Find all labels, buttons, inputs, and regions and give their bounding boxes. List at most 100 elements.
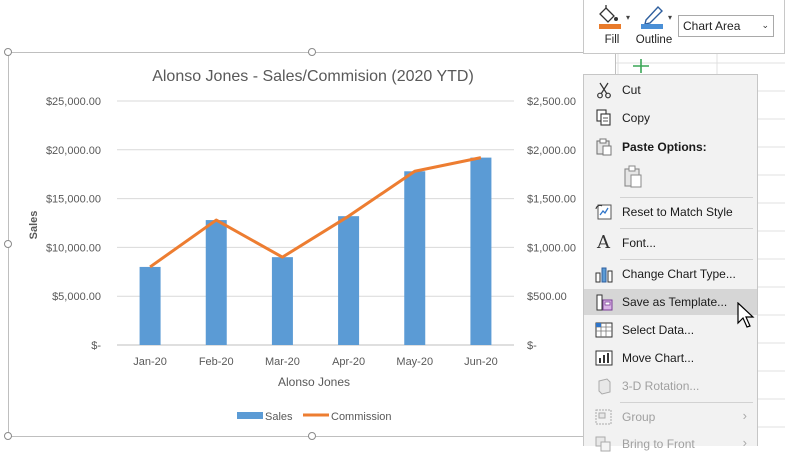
outline-label: Outline xyxy=(635,34,673,46)
menu-item-label: Cut xyxy=(622,83,641,97)
menu-item-label: Paste Options: xyxy=(622,140,707,154)
chevron-down-icon: ⌄ xyxy=(761,20,769,30)
paste-icon xyxy=(596,138,612,156)
x-tick-label: Mar-20 xyxy=(265,356,300,368)
select-data-icon xyxy=(595,322,613,338)
menu-item-label: Change Chart Type... xyxy=(622,267,736,281)
submenu-arrow-icon: › xyxy=(742,435,747,450)
sales-bar[interactable] xyxy=(205,220,227,345)
chart-type-icon xyxy=(595,267,613,283)
menu-item-copy[interactable]: Copy xyxy=(584,105,757,131)
combo-chart[interactable]: Alonso Jones - Sales/Commision (2020 YTD… xyxy=(9,53,617,438)
y2-tick-label: $1,000.00 xyxy=(527,242,576,254)
menu-item-3d-rotation: 3-D Rotation... xyxy=(584,373,757,399)
menu-item-reset-style[interactable]: Reset to Match Style xyxy=(584,199,757,225)
sales-bar[interactable] xyxy=(338,216,360,345)
commission-line[interactable] xyxy=(149,156,482,269)
fill-label: Fill xyxy=(604,34,620,46)
pen-outline-icon xyxy=(641,5,663,29)
menu-item-label: Font... xyxy=(622,236,657,250)
menu-separator xyxy=(620,228,753,229)
outline-button[interactable]: ▾ Outline xyxy=(632,2,676,50)
fill-button[interactable]: ▾ Fill xyxy=(590,2,634,50)
copy-icon xyxy=(596,109,611,126)
y2-tick-label: $1,500.00 xyxy=(527,194,576,206)
format-mini-toolbar: ▾ Fill ▾ Outline Chart Area ⌄ xyxy=(583,0,785,54)
mouse-pointer-icon xyxy=(737,302,755,328)
group-icon xyxy=(595,409,612,425)
y2-tick-label: $2,000.00 xyxy=(527,145,576,157)
bring-front-icon xyxy=(595,436,611,452)
resize-handle-bottom-left[interactable] xyxy=(4,432,12,440)
chart-area[interactable]: Alonso Jones - Sales/Commision (2020 YTD… xyxy=(8,52,616,437)
gridlines xyxy=(117,100,514,346)
save-template-icon xyxy=(596,294,613,311)
chart-element-dropdown[interactable]: Chart Area ⌄ xyxy=(678,15,774,37)
move-chart-icon xyxy=(595,350,613,366)
submenu-arrow-icon: › xyxy=(742,408,747,423)
sales-bar[interactable] xyxy=(404,171,426,345)
primary-axis-labels: $- $5,000.00 $10,000.00 $15,000.00 $20,000.0… xyxy=(46,96,101,352)
menu-item-label: Reset to Match Style xyxy=(622,205,733,219)
x-tick-label: Feb-20 xyxy=(199,356,234,368)
resize-handle-bottom[interactable] xyxy=(308,432,316,440)
menu-item-label: Move Chart... xyxy=(622,351,695,365)
sales-bar[interactable] xyxy=(271,257,293,345)
menu-item-label: Copy xyxy=(622,111,651,125)
menu-item-group: Group › xyxy=(584,404,757,430)
y-axis-title[interactable]: Sales xyxy=(28,211,40,240)
x-tick-label: Apr-20 xyxy=(332,356,365,368)
paint-bucket-icon xyxy=(599,5,621,29)
category-axis-labels: Jan-20 Feb-20 Mar-20 Apr-20 May-20 Jun-20 xyxy=(133,356,497,368)
menu-item-label: Bring to Front xyxy=(622,437,695,451)
sales-bar[interactable] xyxy=(470,157,492,345)
resize-handle-left[interactable] xyxy=(4,240,12,248)
reset-style-icon xyxy=(595,204,612,220)
resize-handle-top-left[interactable] xyxy=(4,48,12,56)
x-tick-label: Jan-20 xyxy=(133,356,167,368)
context-menu: Cut Copy Paste Options: Reset to Match S… xyxy=(583,74,758,452)
menu-item-label: Save as Template... xyxy=(622,295,728,309)
legend-commission-label: Commission xyxy=(331,411,392,423)
x-tick-label: May-20 xyxy=(396,356,433,368)
chart-legend[interactable]: Sales Commission xyxy=(237,411,392,423)
resize-handle-top[interactable] xyxy=(308,48,316,56)
menu-item-paste-options: Paste Options: xyxy=(584,134,757,160)
y-tick-label: $25,000.00 xyxy=(46,96,101,108)
y2-tick-label: $- xyxy=(527,340,537,352)
scissors-icon xyxy=(597,82,611,99)
menu-item-font[interactable]: A Font... xyxy=(584,230,757,256)
menu-item-label: Group xyxy=(622,410,656,424)
secondary-axis-labels: $- $500.00 $1,000.00 $1,500.00 $2,000.00 $2,5… xyxy=(527,96,576,352)
x-tick-label: Jun-20 xyxy=(464,356,498,368)
sales-series[interactable] xyxy=(139,157,492,345)
chart-title[interactable]: Alonso Jones - Sales/Commision (2020 YTD… xyxy=(152,68,474,85)
menu-item-label: Select Data... xyxy=(622,323,695,337)
menu-separator xyxy=(620,197,753,198)
menu-item-select-data[interactable]: Select Data... xyxy=(584,317,757,343)
legend-sales-label: Sales xyxy=(265,411,293,423)
menu-separator xyxy=(620,259,753,260)
menu-item-change-chart-type[interactable]: Change Chart Type... xyxy=(584,261,757,287)
y2-tick-label: $500.00 xyxy=(527,291,567,303)
menu-item-save-as-template[interactable]: Save as Template... xyxy=(584,289,757,315)
commission-series[interactable] xyxy=(149,156,482,269)
outline-dropdown-icon[interactable]: ▾ xyxy=(668,13,673,22)
y-tick-label: $- xyxy=(91,340,101,352)
fill-dropdown-icon[interactable]: ▾ xyxy=(626,13,631,22)
sales-bar[interactable] xyxy=(139,266,161,345)
chart-elements-plus-icon[interactable] xyxy=(630,58,652,74)
menu-item-cut[interactable]: Cut xyxy=(584,77,757,103)
paste-clipboard-icon[interactable] xyxy=(620,164,646,190)
y-tick-label: $10,000.00 xyxy=(46,242,101,254)
menu-separator xyxy=(620,402,753,403)
menu-item-move-chart[interactable]: Move Chart... xyxy=(584,345,757,371)
font-icon: A xyxy=(597,232,610,253)
menu-item-label: 3-D Rotation... xyxy=(622,379,700,393)
chart-element-value: Chart Area xyxy=(683,19,741,33)
y2-tick-label: $2,500.00 xyxy=(527,96,576,108)
menu-item-bring-to-front: Bring to Front › xyxy=(584,431,757,457)
y-tick-label: $15,000.00 xyxy=(46,194,101,206)
legend-sales-swatch xyxy=(237,412,263,419)
x-axis-title[interactable]: Alonso Jones xyxy=(278,375,350,389)
